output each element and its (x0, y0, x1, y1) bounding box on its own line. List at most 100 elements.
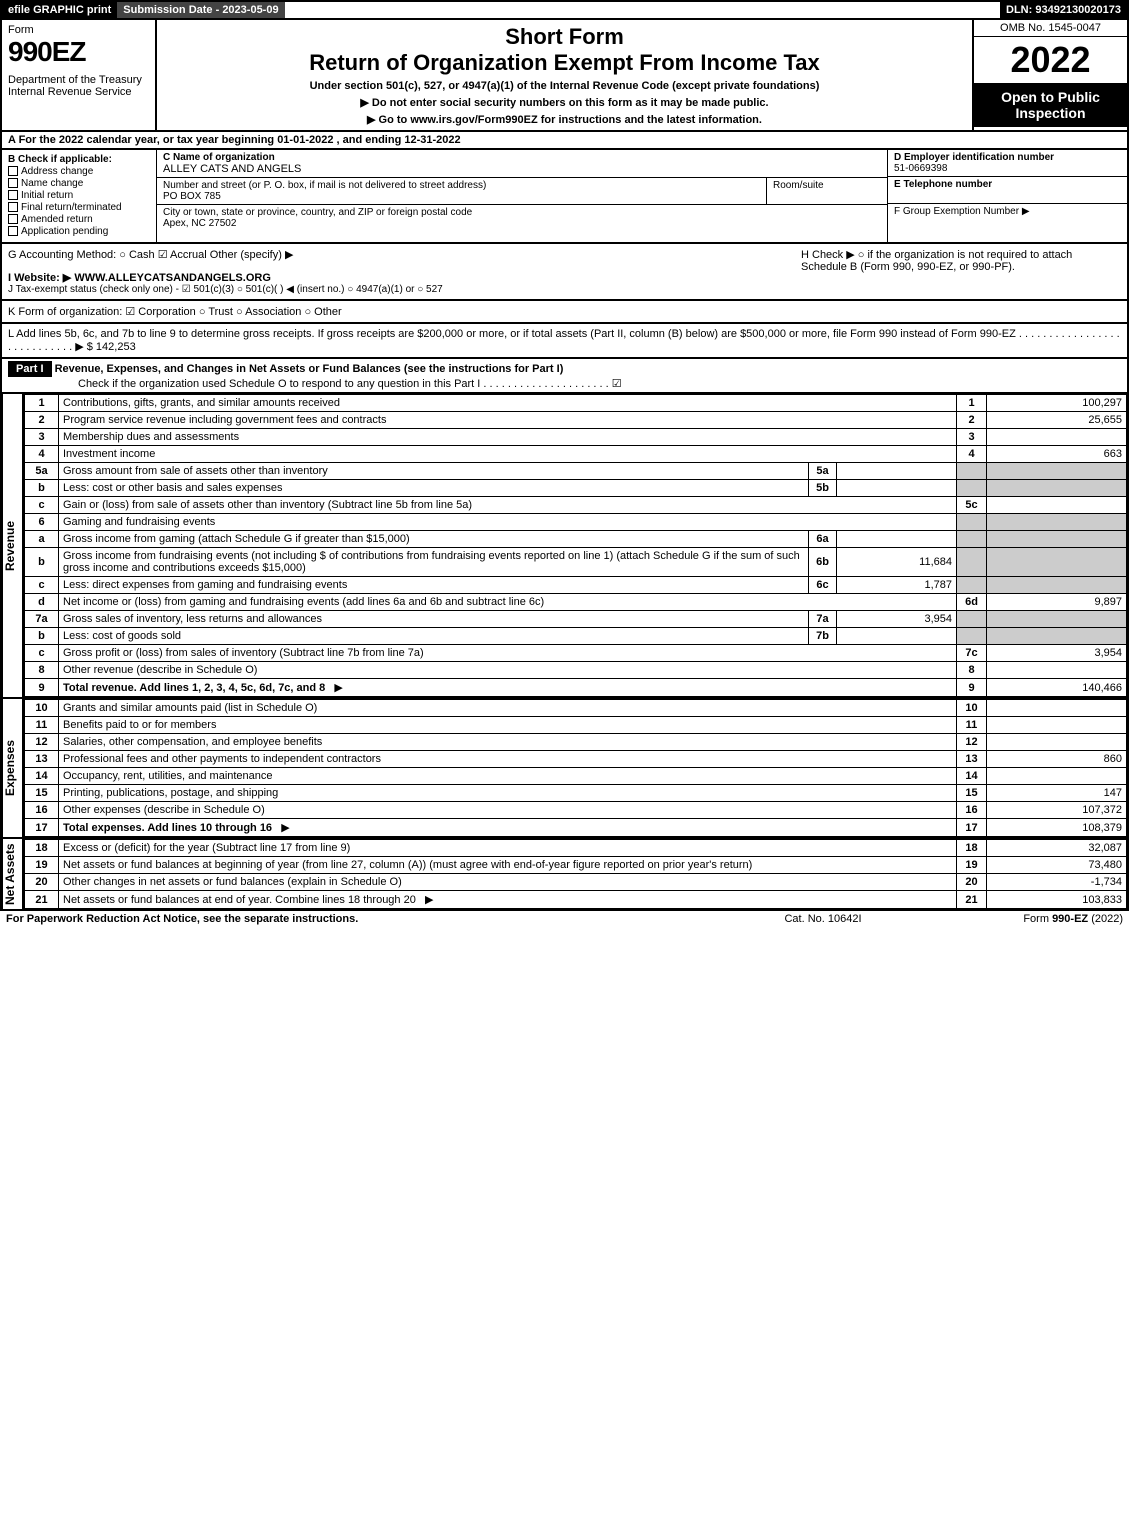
netassets-table: 18Excess or (deficit) for the year (Subt… (24, 839, 1127, 909)
grp-label: F Group Exemption Number ▶ (894, 206, 1121, 217)
part-i-title: Revenue, Expenses, and Changes in Net As… (55, 363, 564, 375)
ein-label: D Employer identification number (894, 152, 1121, 163)
expenses-label: Expenses (2, 699, 24, 837)
table-row: 1Contributions, gifts, grants, and simil… (25, 395, 1127, 412)
checkbox-amended-return[interactable]: Amended return (8, 214, 150, 225)
table-row: cLess: direct expenses from gaming and f… (25, 577, 1127, 594)
city-value: Apex, NC 27502 (163, 218, 881, 229)
ein-value: 51-0669398 (894, 163, 1121, 174)
org-name-label: C Name of organization (163, 152, 881, 163)
part-i-header: Part I Revenue, Expenses, and Changes in… (0, 359, 1129, 394)
footer: For Paperwork Reduction Act Notice, see … (0, 911, 1129, 927)
table-row: 14Occupancy, rent, utilities, and mainte… (25, 768, 1127, 785)
line-k: K Form of organization: ☑ Corporation ○ … (0, 301, 1129, 324)
city-label: City or town, state or province, country… (163, 207, 881, 218)
table-row: 9Total revenue. Add lines 1, 2, 3, 4, 5c… (25, 679, 1127, 697)
table-row: 19Net assets or fund balances at beginni… (25, 857, 1127, 874)
spacer (285, 2, 1000, 18)
box-b-header: B Check if applicable: (8, 154, 150, 165)
checkbox-application-pending[interactable]: Application pending (8, 226, 150, 237)
top-bar: efile GRAPHIC print Submission Date - 20… (0, 0, 1129, 20)
netassets-section: Net Assets 18Excess or (deficit) for the… (0, 839, 1129, 911)
info-block: B Check if applicable: Address changeNam… (0, 150, 1129, 244)
table-row: bLess: cost of goods sold7b (25, 628, 1127, 645)
table-row: 17Total expenses. Add lines 10 through 1… (25, 819, 1127, 837)
netassets-label: Net Assets (2, 839, 24, 909)
dln-label: DLN: 93492130020173 (1000, 2, 1127, 18)
lines-ghij-block: G Accounting Method: ○ Cash ☑ Accrual Ot… (0, 244, 1129, 301)
table-row: bLess: cost or other basis and sales exp… (25, 480, 1127, 497)
table-row: aGross income from gaming (attach Schedu… (25, 531, 1127, 548)
line-h: H Check ▶ ○ if the organization is not r… (801, 248, 1121, 273)
box-b: B Check if applicable: Address changeNam… (2, 150, 157, 242)
footer-right: Form 990-EZ (2022) (923, 913, 1123, 925)
table-row: 21Net assets or fund balances at end of … (25, 891, 1127, 909)
line-a: A For the 2022 calendar year, or tax yea… (0, 132, 1129, 150)
checkbox-initial-return[interactable]: Initial return (8, 190, 150, 201)
tax-year: 2022 (974, 37, 1127, 83)
return-title: Return of Organization Exempt From Incom… (167, 50, 962, 76)
header-right: OMB No. 1545-0047 2022 Open to Public In… (972, 20, 1127, 130)
checkbox-final-return-terminated[interactable]: Final return/terminated (8, 202, 150, 213)
tel-cell: E Telephone number (888, 177, 1127, 204)
table-row: bGross income from fundraising events (n… (25, 548, 1127, 577)
table-row: 6Gaming and fundraising events (25, 514, 1127, 531)
footer-mid: Cat. No. 10642I (723, 913, 923, 925)
addr-cell: Number and street (or P. O. box, if mail… (157, 178, 767, 204)
room-cell: Room/suite (767, 178, 887, 204)
omb-label: OMB No. 1545-0047 (974, 20, 1127, 37)
revenue-label: Revenue (2, 394, 24, 697)
note-1: ▶ Do not enter social security numbers o… (167, 96, 962, 109)
checkbox-address-change[interactable]: Address change (8, 166, 150, 177)
table-row: 8Other revenue (describe in Schedule O)8 (25, 662, 1127, 679)
table-row: dNet income or (loss) from gaming and fu… (25, 594, 1127, 611)
addr-label: Number and street (or P. O. box, if mail… (163, 180, 760, 191)
note-2-text[interactable]: ▶ Go to www.irs.gov/Form990EZ for instru… (367, 114, 762, 126)
form-label: Form (8, 24, 149, 36)
tel-value (894, 190, 1121, 201)
expenses-table: 10Grants and similar amounts paid (list … (24, 699, 1127, 837)
form-number: 990EZ (8, 36, 149, 68)
expenses-section: Expenses 10Grants and similar amounts pa… (0, 699, 1129, 839)
org-name-cell: C Name of organization ALLEY CATS AND AN… (157, 150, 887, 178)
open-inspection: Open to Public Inspection (974, 83, 1127, 127)
table-row: 11Benefits paid to or for members11 (25, 717, 1127, 734)
table-row: cGross profit or (loss) from sales of in… (25, 645, 1127, 662)
part-i-label: Part I (8, 361, 52, 377)
table-row: 3Membership dues and assessments3 (25, 429, 1127, 446)
ein-cell: D Employer identification number 51-0669… (888, 150, 1127, 177)
table-row: 12Salaries, other compensation, and empl… (25, 734, 1127, 751)
table-row: 13Professional fees and other payments t… (25, 751, 1127, 768)
note-2: ▶ Go to www.irs.gov/Form990EZ for instru… (167, 113, 962, 126)
header-left: Form 990EZ Department of the Treasury In… (2, 20, 157, 130)
revenue-table: 1Contributions, gifts, grants, and simil… (24, 394, 1127, 697)
city-cell: City or town, state or province, country… (157, 205, 887, 231)
table-row: 20Other changes in net assets or fund ba… (25, 874, 1127, 891)
efile-label[interactable]: efile GRAPHIC print (2, 2, 117, 18)
table-row: 16Other expenses (describe in Schedule O… (25, 802, 1127, 819)
line-l: L Add lines 5b, 6c, and 7b to line 9 to … (0, 324, 1129, 359)
submission-date: Submission Date - 2023-05-09 (117, 2, 284, 18)
line-i-text[interactable]: I Website: ▶ WWW.ALLEYCATSANDANGELS.ORG (8, 272, 271, 284)
short-form-title: Short Form (167, 24, 962, 50)
line-j: J Tax-exempt status (check only one) - ☑… (8, 284, 781, 295)
line-i: I Website: ▶ WWW.ALLEYCATSANDANGELS.ORG (8, 271, 781, 284)
table-row: 2Program service revenue including gover… (25, 412, 1127, 429)
table-row: 10Grants and similar amounts paid (list … (25, 700, 1127, 717)
tel-label: E Telephone number (894, 179, 1121, 190)
addr-value: PO BOX 785 (163, 191, 760, 202)
dept-label: Department of the Treasury Internal Reve… (8, 74, 149, 98)
box-c: C Name of organization ALLEY CATS AND AN… (157, 150, 887, 242)
header-row: Form 990EZ Department of the Treasury In… (0, 20, 1129, 132)
table-row: 15Printing, publications, postage, and s… (25, 785, 1127, 802)
table-row: 5aGross amount from sale of assets other… (25, 463, 1127, 480)
grp-cell: F Group Exemption Number ▶ (888, 204, 1127, 219)
addr-row: Number and street (or P. O. box, if mail… (157, 178, 887, 205)
part-i-checknote: Check if the organization used Schedule … (78, 378, 622, 390)
subtitle: Under section 501(c), 527, or 4947(a)(1)… (167, 80, 962, 92)
org-name: ALLEY CATS AND ANGELS (163, 163, 881, 175)
table-row: 18Excess or (deficit) for the year (Subt… (25, 840, 1127, 857)
checkbox-name-change[interactable]: Name change (8, 178, 150, 189)
footer-left: For Paperwork Reduction Act Notice, see … (6, 913, 723, 925)
box-d: D Employer identification number 51-0669… (887, 150, 1127, 242)
